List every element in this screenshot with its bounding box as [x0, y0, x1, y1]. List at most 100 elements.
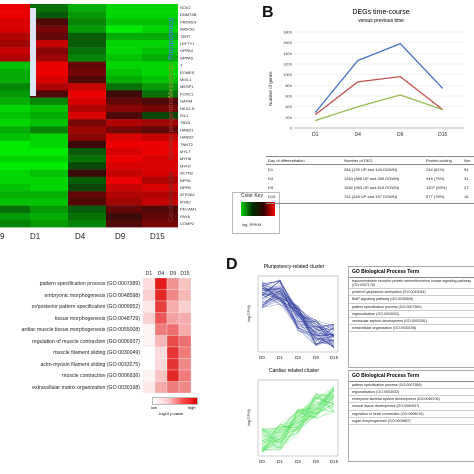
expression-line — [261, 283, 335, 348]
heatmap-cell — [106, 140, 142, 149]
heatmap-cell — [178, 358, 192, 371]
heatmap-cell — [142, 176, 178, 185]
heatmap-cell — [68, 61, 106, 69]
gene-label: T — [180, 63, 183, 68]
heatmap-cell — [166, 312, 180, 325]
go-term-row: regionalization (GO:0003002) — [349, 389, 474, 397]
heatmap-cell — [166, 381, 180, 394]
table-cell: 54 — [464, 167, 469, 172]
heatmap-cell — [68, 148, 106, 156]
heatmap-cell — [178, 346, 192, 359]
y-tick-label: 1400 — [283, 51, 293, 56]
heatmap-cell — [178, 335, 192, 348]
expression-line — [261, 293, 335, 345]
heatmap-cell — [142, 148, 178, 156]
column-label: D1 — [146, 271, 153, 277]
heatmap-cell — [142, 323, 156, 336]
heatmap-cell — [142, 47, 178, 55]
y-axis-label: log(CPM) — [246, 304, 251, 322]
heatmap-cell — [30, 205, 68, 213]
y-tick-label: 600 — [285, 94, 292, 99]
panel-c: pattern specification process (GO:000738… — [0, 268, 215, 428]
gene-label: ATP2A2 — [180, 192, 195, 197]
heatmap-cell — [30, 126, 68, 134]
expression-line — [261, 400, 335, 453]
heatmap-cell — [30, 25, 68, 33]
y-tick-label: 1600 — [283, 40, 293, 45]
go-term-label: regulation of muscle contraction (GO:000… — [32, 338, 140, 345]
heatmap-cell — [178, 369, 192, 382]
heatmap-cell — [106, 155, 142, 163]
go-term-row: extracellular organization (GO:0030198) — [349, 325, 474, 332]
table-cell: 1264 (865 UP and 399 DOWN) — [344, 176, 400, 181]
heatmap-cell — [68, 4, 106, 12]
heatmap-cell — [0, 76, 30, 84]
expression-line — [261, 398, 335, 445]
heatmap-cell — [30, 47, 68, 55]
go-term-row: pattern specification process (GO:000738… — [349, 382, 474, 390]
heatmap-cell — [106, 184, 142, 192]
heatmap-cell — [30, 112, 68, 120]
heatmap-cell — [68, 155, 106, 163]
heatmap-cell — [154, 312, 168, 325]
heatmap-cell — [142, 4, 178, 12]
panel-c-heatmap: D1 D4 D9 D15 — [142, 271, 192, 394]
heatmap-cell — [106, 76, 142, 84]
expression-line — [261, 280, 335, 346]
x-tick-label: D1 — [312, 132, 319, 138]
heatmap-cell — [178, 300, 192, 313]
heatmap-cell — [30, 76, 68, 84]
heatmap-cell — [154, 346, 168, 359]
heatmap-cell — [142, 76, 178, 84]
heatmap-cell — [106, 162, 142, 170]
table-row: D9 1582 (963 UP and 619 DOWN) 1307 (83%) 27 — [266, 184, 474, 192]
heatmap-cell — [0, 4, 30, 12]
heatmap-cell — [106, 119, 142, 127]
heatmap-cell — [106, 11, 142, 19]
heatmap-cell — [142, 346, 156, 359]
gene-label: COMP2 — [180, 221, 195, 226]
gene-label: MIXL1 — [180, 77, 192, 82]
heatmap-cell — [142, 133, 178, 141]
group-label-cardiac-progenitor: Cardiac progenitor — [168, 97, 175, 160]
expression-line — [261, 395, 335, 444]
heatmap-cell — [166, 346, 180, 359]
heatmap-cell — [106, 40, 142, 48]
heatmap-cell — [142, 126, 178, 134]
table-row: D15 742 (345 UP and 397 DOWN) 577 (78%) 16 — [266, 193, 474, 201]
table-header: Day of differentiation — [268, 158, 305, 163]
column-label: D4 — [158, 271, 165, 277]
go-table-header: GO Biological Process Term — [349, 267, 474, 278]
heatmap-cell — [154, 381, 168, 394]
heatmap-cell — [68, 11, 106, 19]
table-cell: D1 — [268, 167, 274, 172]
heatmap-cell — [0, 191, 30, 199]
gene-label: RYR2 — [180, 199, 191, 204]
go-term-label: actin-myosin filament sliding (GO:003327… — [40, 361, 140, 368]
heatmap-cell — [106, 47, 142, 55]
heatmap-cell — [68, 40, 106, 48]
column-label: D4 — [75, 232, 86, 241]
go-term-label: embryonic morphogenesis (GO:0048598) — [44, 292, 140, 299]
expression-line — [261, 287, 335, 345]
heatmap-cell — [0, 97, 30, 105]
heatmap-cell — [0, 112, 30, 120]
heatmap-cell — [106, 25, 142, 33]
go-term-row: regulation of heart contraction (GO:0008… — [349, 411, 474, 418]
go-term-label: pattern specification process (GO:000738… — [39, 281, 140, 287]
panel-b-line-chart: Number of genes 0 200 400 600 800 1000 1200 140… — [268, 30, 464, 138]
heatmap-cell — [154, 289, 168, 302]
go-term-row: embryonic skeletal system development (G… — [349, 396, 474, 404]
gene-label: DPPA4 — [180, 48, 194, 53]
gene-label: LEFTY1 — [180, 41, 195, 46]
heatmap-cell — [142, 104, 178, 113]
gene-label: SOX2 — [180, 5, 191, 10]
heatmap-cell — [106, 148, 142, 156]
go-term-row: regionalization (GO:0003002) — [349, 311, 474, 318]
heatmap-cell — [154, 277, 168, 290]
x-tick-label: D1 — [277, 459, 283, 464]
y-tick-label: 200 — [285, 115, 292, 120]
column-label: D9 — [170, 271, 177, 277]
heatmap-cell — [142, 155, 178, 163]
table-header: Protein-coding — [426, 158, 452, 163]
